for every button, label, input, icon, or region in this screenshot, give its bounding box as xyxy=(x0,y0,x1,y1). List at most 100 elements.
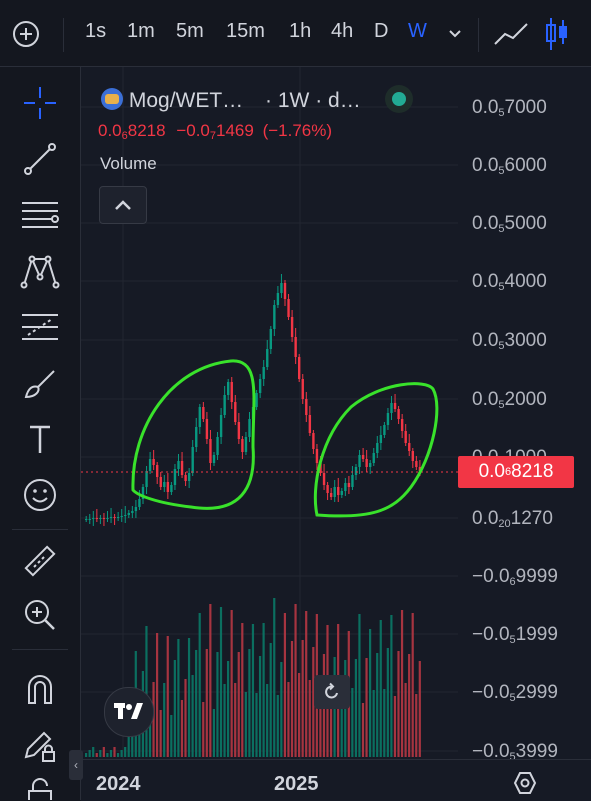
candle xyxy=(358,455,361,467)
volume-bar xyxy=(227,661,230,757)
volume-bar xyxy=(308,680,311,757)
candle xyxy=(258,379,262,393)
candle xyxy=(124,515,127,516)
price-change-percent: (−1.76%) xyxy=(262,121,333,140)
toolbar-separator xyxy=(478,18,479,52)
measure-tool[interactable] xyxy=(18,539,62,583)
ruler-icon xyxy=(24,545,56,577)
toolbar-separator xyxy=(63,18,64,52)
interval-w[interactable]: W xyxy=(408,20,427,42)
brush-tool[interactable] xyxy=(18,361,62,405)
price-axis-label: −0.053999 xyxy=(472,741,558,763)
candle xyxy=(99,518,102,519)
time-axis[interactable] xyxy=(81,759,591,801)
lock-drawings-tool[interactable] xyxy=(18,723,62,767)
candle xyxy=(266,349,269,367)
candle xyxy=(216,437,219,455)
magnet-tool[interactable] xyxy=(18,667,62,711)
volume-bar xyxy=(170,715,173,757)
candle xyxy=(305,399,308,415)
tradingview-logo-button[interactable] xyxy=(104,687,154,737)
emoji-tool[interactable] xyxy=(18,473,62,517)
volume-bar xyxy=(418,661,421,757)
interval-1m[interactable]: 1m xyxy=(127,20,155,42)
zoom-in-icon xyxy=(25,600,55,630)
volume-bar xyxy=(237,652,240,757)
price-axis-label: 0.052000 xyxy=(472,389,547,411)
fib-retracement-tool[interactable] xyxy=(18,193,62,237)
chart-pane[interactable]: Mog/WET… · 1W · d… 0.068218 −0.071469 (−… xyxy=(81,67,591,801)
candle xyxy=(102,518,106,519)
candle xyxy=(88,519,91,520)
candle xyxy=(85,519,88,520)
candle xyxy=(248,419,251,437)
trend-line-tool[interactable] xyxy=(18,137,62,181)
volume-bar xyxy=(88,750,91,757)
candle xyxy=(393,403,397,409)
time-label-2024: 2024 xyxy=(96,773,141,795)
crosshair-icon xyxy=(24,87,56,119)
candle xyxy=(276,293,280,305)
volume-bar xyxy=(234,683,237,757)
chart-settings-button[interactable] xyxy=(513,771,537,800)
interval-dropdown-button[interactable] xyxy=(448,26,462,44)
candle xyxy=(294,337,297,357)
collapse-legend-button[interactable] xyxy=(99,186,147,224)
expand-toolbar-button[interactable]: ‹ xyxy=(69,750,83,780)
candle xyxy=(106,518,109,519)
candle xyxy=(152,459,155,465)
candle xyxy=(347,483,351,487)
long-position-icon xyxy=(22,314,58,340)
magnet-icon xyxy=(28,675,52,704)
symbol-legend[interactable]: Mog/WET… · 1W · d… xyxy=(101,85,413,113)
volume-bar xyxy=(290,641,294,757)
candle xyxy=(202,407,205,419)
candle xyxy=(198,407,201,427)
market-status-icon xyxy=(384,85,413,113)
interval-5m[interactable]: 5m xyxy=(176,20,204,42)
volume-bar xyxy=(209,604,212,757)
candle xyxy=(138,499,141,507)
candle xyxy=(92,518,95,519)
interval-d[interactable]: D xyxy=(374,20,389,42)
candle xyxy=(180,461,184,475)
interval-4h[interactable]: 4h xyxy=(331,20,354,42)
candle xyxy=(241,439,244,452)
interval-1h[interactable]: 1h xyxy=(289,20,312,42)
volume-bar xyxy=(415,694,418,757)
zoom-in-tool[interactable] xyxy=(18,593,62,637)
toolbar-divider xyxy=(12,649,68,650)
volume-bar xyxy=(251,624,255,757)
candle xyxy=(418,467,422,471)
volume-bar xyxy=(195,650,198,757)
text-tool[interactable] xyxy=(18,417,62,461)
lock-icon xyxy=(28,777,52,800)
interval-15m[interactable]: 15m xyxy=(226,20,265,42)
interval-1s[interactable]: 1s xyxy=(85,20,107,42)
volume-bar xyxy=(390,615,393,757)
chart-type-button[interactable] xyxy=(545,16,569,57)
candle xyxy=(134,507,138,511)
pattern-tool[interactable] xyxy=(18,249,62,293)
candle xyxy=(369,463,372,467)
volume-bar xyxy=(365,658,368,757)
indicators-button[interactable] xyxy=(493,20,529,53)
candle xyxy=(205,419,209,439)
forecasting-tool[interactable] xyxy=(18,305,62,349)
volume-bar xyxy=(305,611,308,757)
candle xyxy=(319,463,322,473)
candle xyxy=(109,517,113,518)
candle xyxy=(298,357,301,379)
add-symbol-button[interactable] xyxy=(12,20,40,48)
price-change: −0.071469 xyxy=(176,121,254,142)
volume-bar xyxy=(177,639,180,757)
crosshair-tool[interactable] xyxy=(18,81,62,125)
price-axis-label: −0.052999 xyxy=(472,682,558,704)
reset-chart-button[interactable] xyxy=(314,675,350,709)
text-icon xyxy=(30,425,50,453)
chevron-down-icon xyxy=(449,30,461,38)
hide-drawings-tool[interactable] xyxy=(18,773,62,800)
volume-bar xyxy=(138,716,141,757)
volume-legend: Volume xyxy=(100,154,157,173)
volume-bar xyxy=(301,640,304,757)
